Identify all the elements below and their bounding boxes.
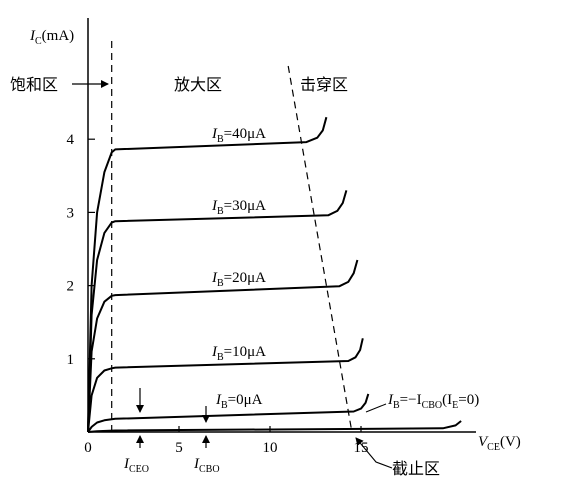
x-tick-label-10: 10 [263,440,278,456]
x-tick-label-0: 0 [84,440,92,456]
iceo-marker: ICEO [123,388,149,475]
icbo-marker: ICBO [193,406,220,475]
icbo-label: ICBO [193,456,220,475]
curve-series-4 [87,393,370,433]
x-tick-label-5: 5 [175,440,183,456]
curve-series-2 [87,259,359,433]
curve-label-ib-20: IB=20μA [211,270,266,289]
y-axis-label: IC(mA) [29,28,74,47]
breakdown-boundary [287,65,353,433]
region-label-saturation: 饱和区 [10,75,58,94]
characteristic-curves [87,116,462,433]
curve-series-0 [87,116,328,433]
axes [87,18,476,433]
y-tick-label-2: 2 [67,279,75,295]
y-tick-label-3: 3 [67,205,75,221]
iceo-label: ICEO [123,456,149,475]
y-tick-label-1: 1 [67,352,75,368]
curve-label-ib-0: IB=0μA [215,392,263,411]
curve-label-ib-30: IB=30μA [211,198,266,217]
x-axis-label: VCE(V) [478,434,521,453]
curve-series-3 [87,338,364,433]
curve-label-ib-40: IB=40μA [211,126,266,145]
curve-label-ib-neg-icbo: IB=−ICBO(IE=0) [387,392,479,411]
region-label-amplification: 放大区 [174,75,222,94]
y-tick-label-4: 4 [67,132,75,148]
region-boundaries [111,36,353,433]
x-tick-label-15: 15 [354,440,369,456]
region-label-breakdown: 击穿区 [300,75,348,94]
ib-neg-icbo-pointer [365,403,387,413]
cutoff-pointer [355,437,393,469]
curve-label-ib-10: IB=10μA [211,344,266,363]
region-label-cutoff: 截止区 [392,459,440,478]
curve-series-5 [87,420,462,433]
curve-series-1 [87,190,348,433]
